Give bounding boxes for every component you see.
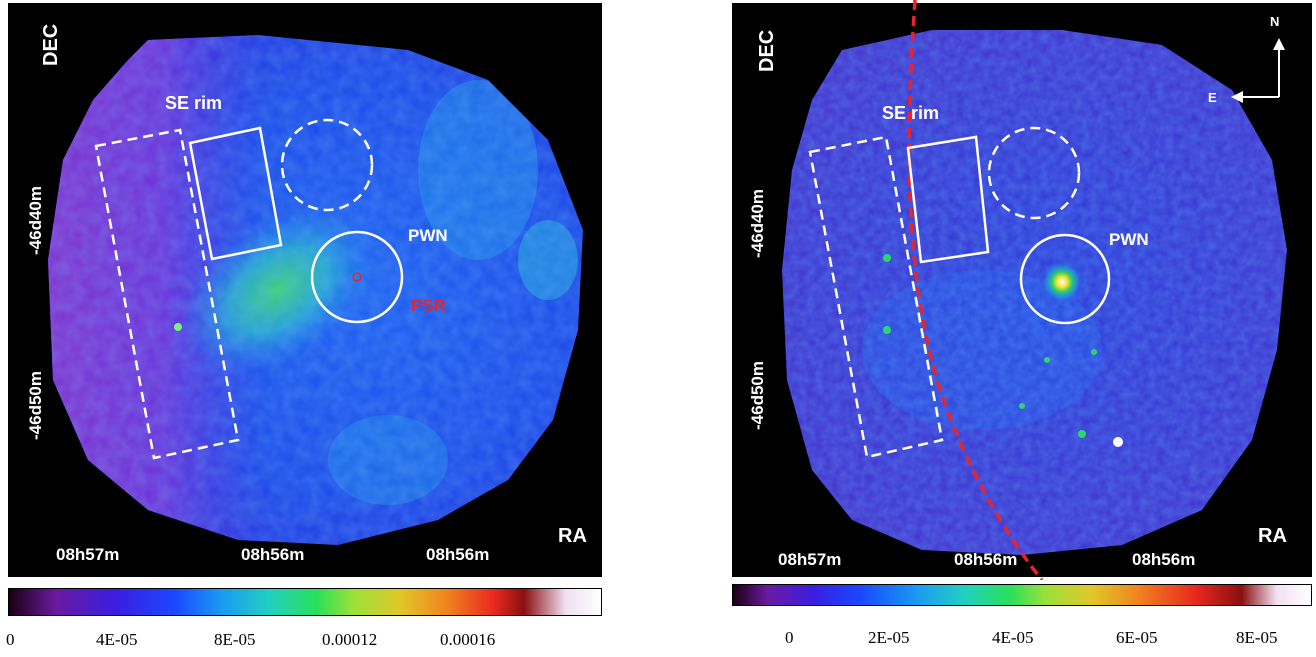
left-xray-image: SE rim PWN PSR DEC -46d40m -46d50m RA 08… <box>8 0 602 580</box>
left-colorbar-tick-0: 0 <box>6 630 15 649</box>
left-colorbar-tick-3: 0.00012 <box>322 630 378 649</box>
left-dec-axis-label: DEC <box>40 23 62 66</box>
left-se-rim-region <box>188 126 283 261</box>
left-colorbar-tick-1: 4E-05 <box>96 630 138 649</box>
left-ra-axis-label: RA <box>558 525 587 547</box>
left-dec-tick-1: -46d40m <box>26 186 45 255</box>
right-xray-image: SE rim PWN N E DEC -46d40m -46d50m RA 08… <box>732 0 1312 580</box>
left-se-rim-label: SE rim <box>165 93 223 113</box>
right-colorbar-tick-4: 8E-05 <box>1236 628 1278 647</box>
left-colorbar-tick-4: 0.00016 <box>440 630 496 649</box>
right-ra-tick-3: 08h56m <box>1132 550 1196 569</box>
left-point-source <box>174 323 182 331</box>
left-frame-ticks <box>8 0 602 580</box>
left-ra-tick-2: 08h56m <box>241 545 305 564</box>
right-colorbar-tick-0: 0 <box>785 628 794 647</box>
right-dec-tick-1: -46d40m <box>748 189 767 258</box>
right-se-rim-region <box>906 135 990 264</box>
left-ra-tick-1: 08h57m <box>56 545 120 564</box>
right-background-circle-dashed <box>987 126 1081 220</box>
right-dec-axis-label: DEC <box>756 29 778 72</box>
right-dec-tick-2: -46d50m <box>748 361 767 430</box>
right-ra-tick-1: 08h57m <box>778 550 842 569</box>
left-pwn-region <box>310 230 404 324</box>
compass-arrows <box>1231 38 1285 103</box>
right-red-dashed-curve <box>907 0 1044 580</box>
right-panel: SE rim PWN N E DEC -46d40m -46d50m RA 08… <box>730 0 1316 657</box>
left-panel: SE rim PWN PSR DEC -46d40m -46d50m RA 08… <box>0 0 610 657</box>
right-pwn-region <box>1019 233 1111 325</box>
left-image-svg <box>8 0 602 580</box>
left-colorbar-tick-2: 8E-05 <box>214 630 256 649</box>
east-label: E <box>1208 90 1217 105</box>
left-dec-tick-2: -46d50m <box>26 371 45 440</box>
right-frame-ticks <box>732 0 1312 580</box>
right-se-rim-label: SE rim <box>882 103 940 123</box>
left-pwn-label: PWN <box>408 226 448 245</box>
right-image-svg <box>732 0 1312 580</box>
right-background-region-dashed <box>808 135 944 459</box>
left-psr-label: PSR <box>411 296 446 315</box>
right-colorbar-tick-1: 2E-05 <box>868 628 910 647</box>
left-ra-tick-3: 08h56m <box>426 545 490 564</box>
left-psr-marker <box>352 272 362 282</box>
right-colorbar-tick-2: 4E-05 <box>992 628 1034 647</box>
right-ra-axis-label: RA <box>1258 525 1287 547</box>
right-pwn-label: PWN <box>1109 230 1149 249</box>
right-ra-tick-2: 08h56m <box>954 550 1018 569</box>
right-colorbar-tick-3: 6E-05 <box>1116 628 1158 647</box>
left-colorbar <box>8 588 602 616</box>
north-label: N <box>1270 14 1280 29</box>
left-background-region-dashed <box>94 128 240 460</box>
left-background-circle-dashed <box>280 118 374 212</box>
right-colorbar <box>732 584 1312 606</box>
